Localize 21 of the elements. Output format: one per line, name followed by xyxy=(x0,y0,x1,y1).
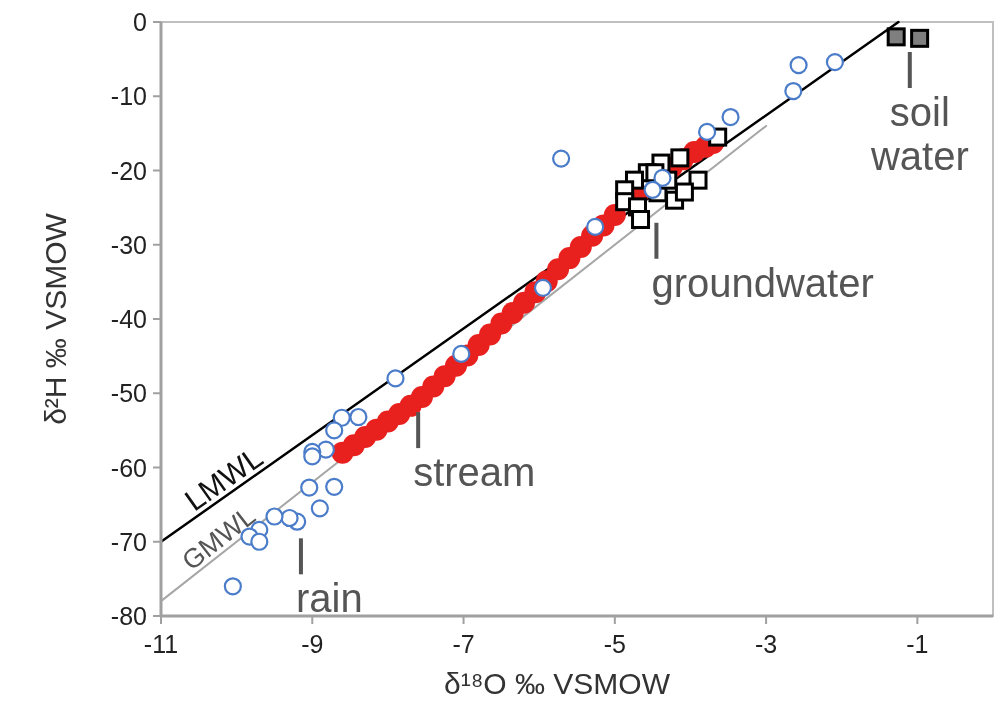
x-tick-label: -9 xyxy=(301,630,324,658)
y-axis-title: δ²H ‰ VSMOW xyxy=(39,212,72,425)
x-tick-label: -11 xyxy=(143,630,179,658)
y-tick-label: -40 xyxy=(110,305,147,333)
y-tick-label: -30 xyxy=(110,230,147,259)
y-tick-label: -10 xyxy=(110,82,147,111)
x-tick-label: -3 xyxy=(754,630,778,658)
annotation: groundwater xyxy=(651,260,874,305)
y-tick-label: -80 xyxy=(110,602,147,630)
x-tick-label: -7 xyxy=(452,630,475,658)
x-tick-label: -1 xyxy=(906,630,929,658)
annotation: stream xyxy=(413,450,536,495)
y-tick-label: -20 xyxy=(110,156,147,185)
y-tick-label: -50 xyxy=(110,379,147,408)
annotation: soil water xyxy=(869,89,969,178)
y-tick-label: -60 xyxy=(110,453,147,482)
y-tick-label: -70 xyxy=(110,527,147,556)
annotation: rain xyxy=(295,576,363,621)
x-axis-title: δ¹⁸O ‰ VSMOW xyxy=(443,667,671,700)
x-tick-label: -5 xyxy=(603,630,626,658)
y-tick-label: 0 xyxy=(133,8,147,36)
